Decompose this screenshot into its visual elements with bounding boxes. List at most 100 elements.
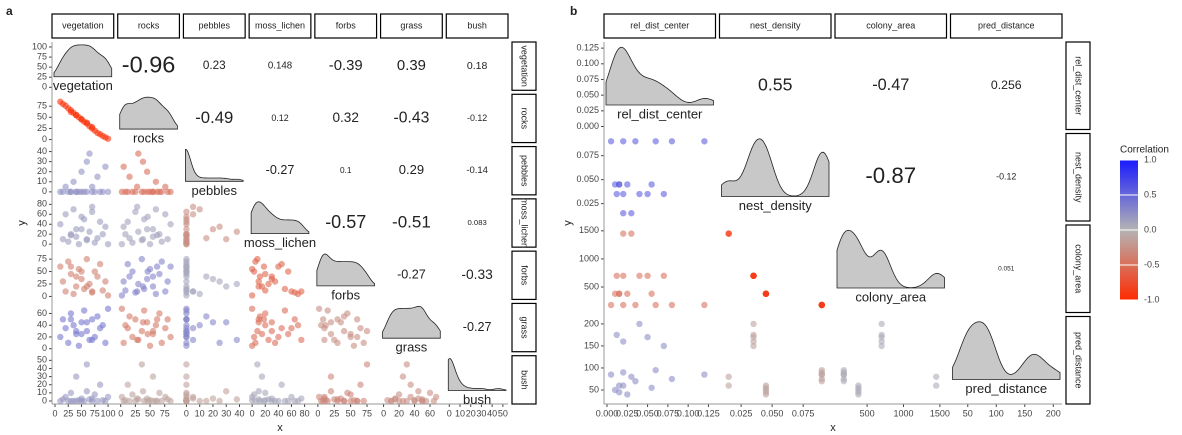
legend-tick-label: -1.0 [1144,294,1160,304]
point [70,290,77,298]
y-tick-label: 30 [37,156,47,166]
point [615,181,623,188]
y-tick-label: 20 [37,166,47,176]
x-axis-label: x [830,422,836,434]
point [275,333,282,341]
correlation: -0.27 [463,320,492,334]
point [203,234,210,242]
point [271,278,279,285]
point [334,397,341,405]
x-tick-label: 60 [425,408,435,418]
point [118,393,126,401]
point [660,190,668,198]
diagonal-label: vegetation [53,78,113,93]
legend-tick-label: 1.0 [1144,154,1157,164]
x-tick-label: 80 [300,408,310,418]
y-tick-label: 25 [37,278,47,288]
point [250,268,258,275]
y-tick-label: 0.050 [576,174,599,184]
point [203,273,210,280]
point [164,316,171,323]
point [818,301,825,309]
point [88,288,96,295]
legend-tick-label: 0.5 [1144,189,1157,199]
point [268,397,276,405]
point [94,313,101,320]
point [255,388,262,395]
density [605,46,714,106]
point [122,287,129,294]
point [88,123,96,131]
point [138,188,146,196]
point [73,233,80,240]
point [146,342,154,349]
point [347,330,354,338]
point [248,292,256,299]
correlation: 0.55 [758,74,793,94]
point [164,235,171,243]
x-axis-label: x [277,422,283,434]
point [118,240,126,248]
point [167,333,174,341]
point [86,228,93,235]
point [146,240,154,248]
x-tick-label: 40 [273,408,283,418]
point [321,336,328,344]
point [183,305,190,312]
point [840,375,848,383]
point [153,188,161,196]
point [73,111,80,119]
point [91,188,98,196]
strip [1065,224,1091,314]
x-tick-label: 10 [455,408,465,418]
y-tick-label: 0.075 [576,150,599,160]
point [668,138,676,145]
point [223,235,230,243]
y-tick-label: 0.050 [576,90,599,100]
point [268,319,276,326]
density [250,201,310,235]
y-tick-label: 40 [37,146,47,156]
y-tick-label: 75 [37,51,47,61]
point [818,366,825,374]
point [138,361,146,368]
point [628,230,635,237]
point [701,138,708,145]
point [284,268,292,275]
correlation: -0.27 [397,268,426,282]
point [233,396,241,403]
point [83,235,91,243]
point [183,273,190,280]
point [164,188,171,196]
x-tick-label: 25 [130,408,140,418]
strip [511,145,537,196]
y-tick-label: 40 [37,219,47,229]
point [607,301,615,309]
point [652,138,659,145]
strip [511,355,537,405]
strip [248,13,312,39]
x-tick-label: 50 [145,408,155,418]
point [59,235,67,243]
point [73,283,80,290]
point [139,283,147,290]
point [129,268,136,275]
legend-tick-label: -0.5 [1144,259,1160,269]
y-tick-label: 0.025 [576,105,599,115]
x-tick-label: 0 [381,408,386,418]
density [952,321,1061,380]
strip-label: moss_lichen [520,198,530,248]
strip-label: pred_distance [978,20,1035,30]
x-tick-label: 1000 [893,408,913,418]
point [78,330,85,338]
point [164,278,171,285]
point [88,183,96,191]
point [88,316,96,323]
point [135,150,142,157]
point [104,305,112,312]
point [80,307,88,314]
point [216,339,223,347]
x-tick-label: 0.000 [596,408,619,418]
strip [1065,315,1091,405]
point [284,397,292,405]
